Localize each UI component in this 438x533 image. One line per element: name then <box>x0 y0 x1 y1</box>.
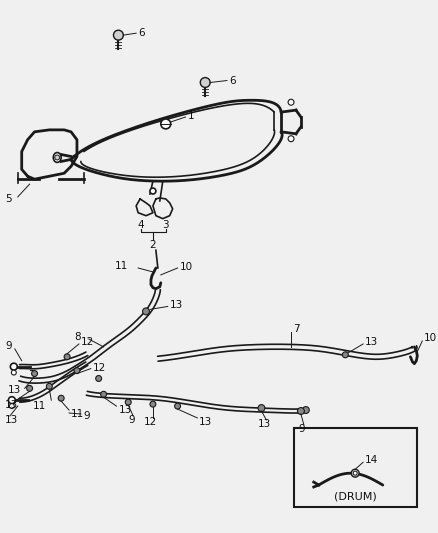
Text: 9: 9 <box>299 424 305 434</box>
Circle shape <box>288 99 294 105</box>
Text: 13: 13 <box>365 337 378 347</box>
Circle shape <box>11 363 17 370</box>
Circle shape <box>175 403 180 409</box>
Circle shape <box>302 407 309 414</box>
Circle shape <box>95 376 102 382</box>
Circle shape <box>200 78 210 87</box>
Text: 5: 5 <box>5 194 11 204</box>
Circle shape <box>11 370 16 375</box>
Text: 8: 8 <box>74 332 81 342</box>
Text: 12: 12 <box>81 337 94 347</box>
Text: 6: 6 <box>229 76 236 85</box>
Circle shape <box>161 119 171 129</box>
Text: 13: 13 <box>258 419 271 429</box>
Circle shape <box>343 352 348 358</box>
Circle shape <box>27 385 32 391</box>
Circle shape <box>9 403 14 409</box>
Text: 9: 9 <box>84 411 90 421</box>
Circle shape <box>150 188 156 194</box>
Circle shape <box>258 405 265 411</box>
Circle shape <box>297 408 304 415</box>
Text: 7: 7 <box>293 324 300 334</box>
Text: 2: 2 <box>150 240 156 251</box>
Circle shape <box>142 308 149 315</box>
Text: 13: 13 <box>8 385 21 395</box>
Circle shape <box>32 370 38 376</box>
Circle shape <box>353 471 357 475</box>
Circle shape <box>150 401 156 407</box>
Text: 13: 13 <box>199 417 212 427</box>
Circle shape <box>55 155 60 160</box>
Circle shape <box>101 391 106 397</box>
Text: 13: 13 <box>5 415 18 425</box>
Text: 3: 3 <box>162 220 169 230</box>
Circle shape <box>58 395 64 401</box>
Text: 11: 11 <box>33 401 46 411</box>
Text: 11: 11 <box>71 409 84 419</box>
Ellipse shape <box>53 152 61 163</box>
Text: 10: 10 <box>424 333 438 343</box>
Text: 11: 11 <box>115 261 128 271</box>
Circle shape <box>46 383 52 389</box>
Text: 4: 4 <box>138 220 145 230</box>
Text: 10: 10 <box>180 262 193 272</box>
Text: 13: 13 <box>170 301 183 310</box>
Text: 12: 12 <box>143 417 157 427</box>
Circle shape <box>74 368 80 374</box>
Circle shape <box>8 397 15 403</box>
Circle shape <box>288 136 294 142</box>
Text: 1: 1 <box>187 111 194 121</box>
Text: 9: 9 <box>5 341 11 351</box>
Text: 13: 13 <box>118 405 132 415</box>
Text: 12: 12 <box>93 362 106 373</box>
Text: 6: 6 <box>138 28 145 38</box>
Circle shape <box>113 30 124 40</box>
Text: (DRUM): (DRUM) <box>334 492 377 502</box>
Text: 13: 13 <box>5 400 18 410</box>
Text: 9: 9 <box>128 415 134 425</box>
Bar <box>294 428 417 507</box>
Circle shape <box>125 399 131 405</box>
Circle shape <box>351 469 359 477</box>
Text: 14: 14 <box>365 455 378 465</box>
Circle shape <box>64 354 70 360</box>
